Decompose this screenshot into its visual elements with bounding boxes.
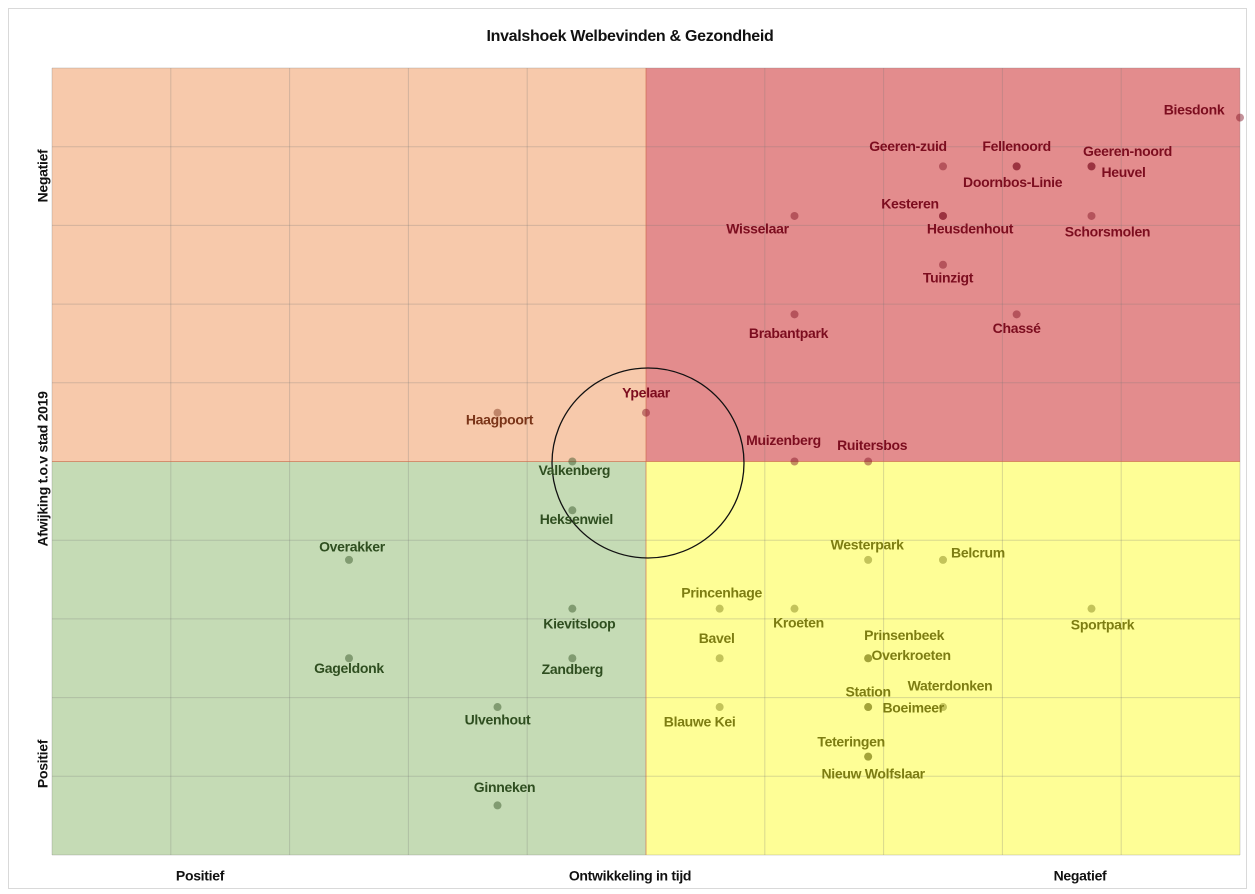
y-end-label: Negatief (35, 149, 51, 202)
x-end-label: Positief (176, 868, 225, 884)
data-point (493, 408, 502, 417)
data-point (864, 457, 873, 466)
point-label: Geeren-zuid (869, 138, 947, 154)
data-point (864, 654, 873, 663)
point-label: Ruitersbos (837, 437, 908, 453)
data-point (790, 604, 799, 613)
point-label: Ypelaar (622, 384, 671, 400)
y-axis-label: Afwijking t.o.v stad 2019 (35, 391, 51, 547)
data-point (1087, 162, 1096, 171)
quadrant (646, 461, 1240, 855)
data-point (939, 555, 947, 564)
data-point (715, 703, 724, 712)
data-point (568, 457, 577, 466)
point-label: Kesteren (881, 196, 939, 212)
point-label: Geeren-noord (1083, 143, 1172, 159)
x-end-label: Negatief (1054, 868, 1107, 884)
data-point (939, 211, 947, 220)
data-point (939, 260, 947, 269)
data-point (790, 211, 799, 220)
point-label: Ulvenhout (465, 712, 531, 728)
data-point (1236, 113, 1244, 122)
data-point (939, 162, 947, 171)
highlight-circle (551, 367, 745, 559)
y-end-label: Positief (35, 739, 51, 788)
point-label: Kroeten (773, 614, 824, 630)
point-label: Prinsenbeek (864, 627, 944, 643)
data-point (1012, 310, 1021, 319)
point-label: Overkroeten (872, 647, 951, 663)
point-label: Blauwe Kei (664, 714, 736, 730)
point-label: Kievitsloop (543, 615, 615, 631)
data-point (568, 506, 577, 515)
data-point (1012, 162, 1021, 171)
data-point (1087, 162, 1096, 171)
data-point (790, 457, 799, 466)
point-label: Nieuw Wolfslaar (821, 765, 925, 781)
data-point (864, 703, 873, 712)
data-point (864, 555, 873, 564)
data-point (345, 654, 353, 663)
data-point (568, 604, 577, 613)
quadrant (646, 68, 1240, 462)
point-label: Tuinzigt (923, 269, 974, 285)
point-label: Schorsmolen (1065, 224, 1150, 240)
point-label: Muizenberg (746, 432, 821, 448)
point-label: Waterdonken (908, 678, 993, 694)
point-label: Teteringen (817, 733, 885, 749)
point-label: Doornbos-Linie (963, 174, 1063, 190)
x-axis-label: Ontwikkeling in tijd (569, 868, 691, 884)
point-label: Sportpark (1071, 616, 1135, 632)
point-label: Westerpark (831, 537, 905, 553)
point-label: Heuvel (1101, 164, 1145, 180)
data-point (939, 211, 947, 220)
point-label: Valkenberg (538, 462, 610, 478)
point-label: Overakker (319, 539, 386, 555)
quadrant (52, 68, 646, 462)
data-point (864, 752, 873, 761)
point-label: Gageldonk (314, 660, 384, 676)
point-label: Bavel (699, 630, 735, 646)
data-point (715, 654, 724, 663)
data-point (864, 703, 873, 712)
point-label: Haagpoort (466, 411, 534, 427)
point-label: Brabantpark (749, 325, 829, 341)
data-point (493, 703, 502, 712)
data-point (493, 801, 502, 810)
data-point (568, 654, 577, 663)
point-label: Zandberg (542, 661, 603, 677)
data-point (715, 604, 724, 613)
point-label: Station (845, 684, 890, 700)
quadrant (52, 461, 646, 855)
data-point (642, 408, 650, 417)
point-label: Heusdenhout (927, 221, 1014, 237)
chart-title: Invalshoek Welbevinden & Gezondheid (486, 28, 773, 45)
point-label: Belcrum (951, 545, 1005, 561)
point-label: Ginneken (474, 779, 535, 795)
data-point (1087, 604, 1096, 613)
data-point (1087, 211, 1096, 220)
point-label: Heksenwiel (540, 511, 613, 527)
point-label: Biesdonk (1164, 101, 1225, 117)
data-point (1012, 162, 1021, 171)
point-label: Wisselaar (726, 221, 789, 237)
data-point (864, 752, 873, 761)
point-label: Princenhage (681, 584, 762, 600)
data-point (345, 555, 353, 564)
data-point (790, 310, 799, 319)
point-label: Boeimeer (882, 700, 944, 716)
point-label: Fellenoord (982, 138, 1051, 154)
data-point (864, 654, 873, 663)
point-label: Chassé (993, 320, 1042, 336)
plot-area (51, 67, 1241, 856)
data-point (939, 703, 947, 712)
